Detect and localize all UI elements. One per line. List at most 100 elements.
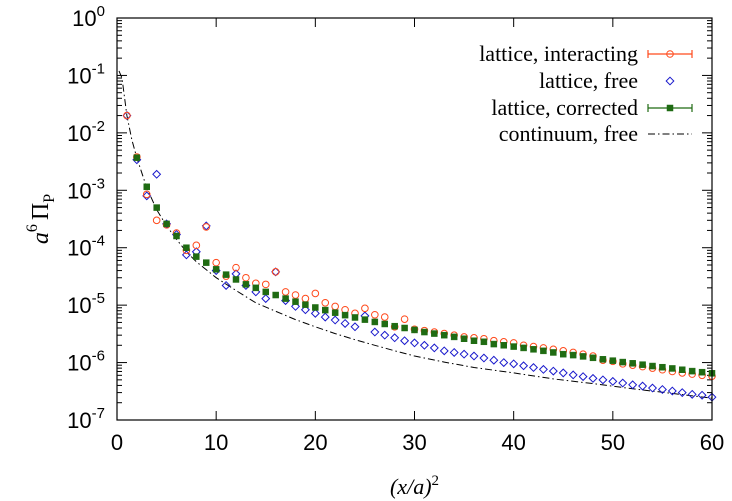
data-point xyxy=(400,315,409,323)
data-point xyxy=(361,304,369,313)
data-point xyxy=(469,351,479,361)
series-layer xyxy=(118,70,717,402)
data-point xyxy=(173,232,180,240)
data-point xyxy=(133,154,141,161)
data-point xyxy=(371,310,379,319)
data-point xyxy=(212,266,220,273)
tick-labels: 0 10 20 30 40 50 6010010-110-210-310-410-510-6… xyxy=(67,3,724,455)
data-point xyxy=(619,358,626,366)
y-tick-label-exp: -6 xyxy=(92,348,105,365)
data-point xyxy=(629,360,636,367)
data-point xyxy=(697,390,707,400)
data-point xyxy=(321,298,330,307)
data-point xyxy=(449,347,459,357)
data-point xyxy=(400,336,410,346)
data-point xyxy=(181,250,191,260)
y-tick-label: 10-3 xyxy=(67,175,105,203)
data-point xyxy=(221,280,231,290)
data-point xyxy=(558,368,568,378)
data-point xyxy=(657,384,667,394)
data-point xyxy=(152,169,162,179)
data-point xyxy=(192,241,201,250)
data-point xyxy=(480,338,488,346)
data-point xyxy=(698,368,706,376)
y-axis-title-sup: 6 xyxy=(24,224,41,232)
y-axis-title-main: Π xyxy=(28,203,54,220)
data-point xyxy=(510,343,517,350)
x-axis-title: (x/a)2 xyxy=(390,473,439,499)
data-point xyxy=(490,340,498,348)
data-point xyxy=(290,301,301,311)
data-point xyxy=(450,333,458,341)
data-point xyxy=(292,298,299,305)
data-point xyxy=(212,258,220,267)
data-point xyxy=(351,314,359,321)
data-point xyxy=(261,280,270,289)
x-tick-label: 20 xyxy=(303,430,327,455)
legend-item: lattice, free xyxy=(539,68,675,93)
data-point xyxy=(519,361,529,371)
x-tick-label: 50 xyxy=(601,430,625,455)
legend-item: lattice, corrected xyxy=(491,95,693,120)
y-tick-label-base: 10 xyxy=(67,63,91,88)
data-point xyxy=(242,273,250,282)
data-point xyxy=(310,308,320,318)
data-point xyxy=(669,365,676,372)
y-tick-label-base: 10 xyxy=(67,408,91,433)
y-tick-label: 10-2 xyxy=(67,118,105,146)
data-point xyxy=(431,330,438,337)
data-point xyxy=(538,364,548,374)
data-point xyxy=(291,291,300,299)
data-point xyxy=(271,267,281,277)
plot-area xyxy=(118,70,717,402)
data-point xyxy=(252,284,260,292)
y-axis-title: a6 ΠP xyxy=(24,194,58,244)
data-point xyxy=(628,380,638,390)
data-point xyxy=(232,263,240,272)
data-point xyxy=(193,253,200,260)
y-tick-label: 10-6 xyxy=(67,348,105,376)
legend-label: lattice, interacting xyxy=(479,41,638,66)
y-tick-label-exp: -3 xyxy=(92,175,105,192)
data-point xyxy=(282,295,289,302)
data-point xyxy=(618,378,628,388)
x-tick-label: 10 xyxy=(204,430,228,455)
legend-item: lattice, interacting xyxy=(479,41,693,66)
data-point xyxy=(568,370,578,380)
data-point xyxy=(667,386,677,396)
data-point xyxy=(509,359,519,369)
data-point xyxy=(638,381,648,391)
data-point xyxy=(391,322,398,330)
data-point xyxy=(500,342,507,349)
data-point xyxy=(222,271,230,278)
legend-label: lattice, corrected xyxy=(491,95,638,120)
data-point xyxy=(489,355,499,365)
y-axis-title-prefix: a xyxy=(28,232,54,244)
legend-marker xyxy=(665,76,675,86)
data-point xyxy=(301,294,310,303)
y-tick-label: 10-1 xyxy=(67,60,105,88)
data-point xyxy=(540,347,547,355)
data-point xyxy=(679,366,686,373)
data-point xyxy=(202,223,211,231)
y-tick-label-exp: -7 xyxy=(92,405,105,422)
data-point xyxy=(520,344,527,352)
data-point xyxy=(687,389,697,399)
legend-marker xyxy=(666,104,674,112)
data-point xyxy=(242,281,250,288)
data-point xyxy=(261,294,271,304)
data-point xyxy=(300,305,310,315)
data-point xyxy=(439,346,449,356)
data-point xyxy=(429,343,439,353)
x-tick-label: 30 xyxy=(402,430,426,455)
x-tick-label: 60 xyxy=(700,430,724,455)
data-point xyxy=(350,322,360,332)
legend-label: lattice, free xyxy=(539,68,638,93)
y-tick-label: 100 xyxy=(72,3,105,31)
data-point xyxy=(579,353,587,360)
data-point xyxy=(203,259,210,266)
y-tick-label-base: 10 xyxy=(67,293,91,318)
data-point xyxy=(340,318,350,328)
data-point xyxy=(330,315,340,325)
